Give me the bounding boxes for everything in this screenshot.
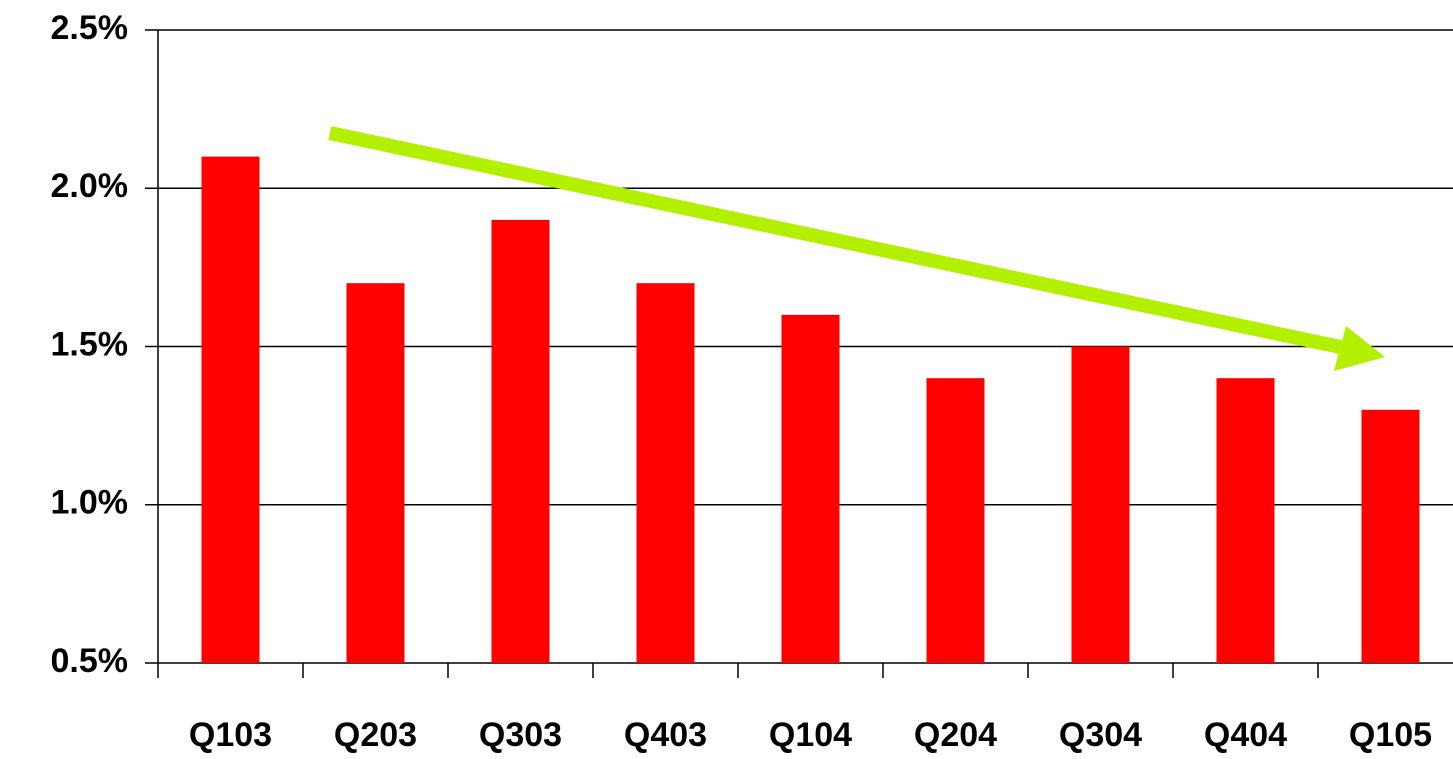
bar (926, 378, 985, 663)
y-tick-label: 2.0% (51, 167, 129, 205)
bar (346, 283, 405, 663)
trend-arrow-head (1334, 326, 1385, 371)
bar (781, 314, 840, 663)
y-tick-label: 1.0% (51, 484, 129, 522)
x-tick-label: Q203 (334, 716, 417, 754)
x-tick-label: Q403 (624, 716, 707, 754)
bar (1361, 409, 1420, 663)
y-tick-label: 0.5% (51, 642, 129, 680)
bar (1071, 346, 1130, 663)
bar (636, 283, 695, 663)
x-tick-label: Q104 (769, 716, 852, 754)
x-tick-label: Q105 (1349, 716, 1432, 754)
bar (201, 156, 260, 663)
x-tick-label: Q103 (189, 716, 272, 754)
y-tick-label: 2.5% (51, 9, 129, 47)
y-tick-label: 1.5% (51, 325, 129, 363)
bar (1216, 378, 1275, 663)
trend-arrow-shaft (328, 126, 1347, 355)
x-tick-label: Q304 (1059, 716, 1142, 754)
bar (491, 219, 550, 663)
x-tick-label: Q404 (1204, 716, 1287, 754)
x-tick-label: Q204 (914, 716, 997, 754)
x-tick-label: Q303 (479, 716, 562, 754)
